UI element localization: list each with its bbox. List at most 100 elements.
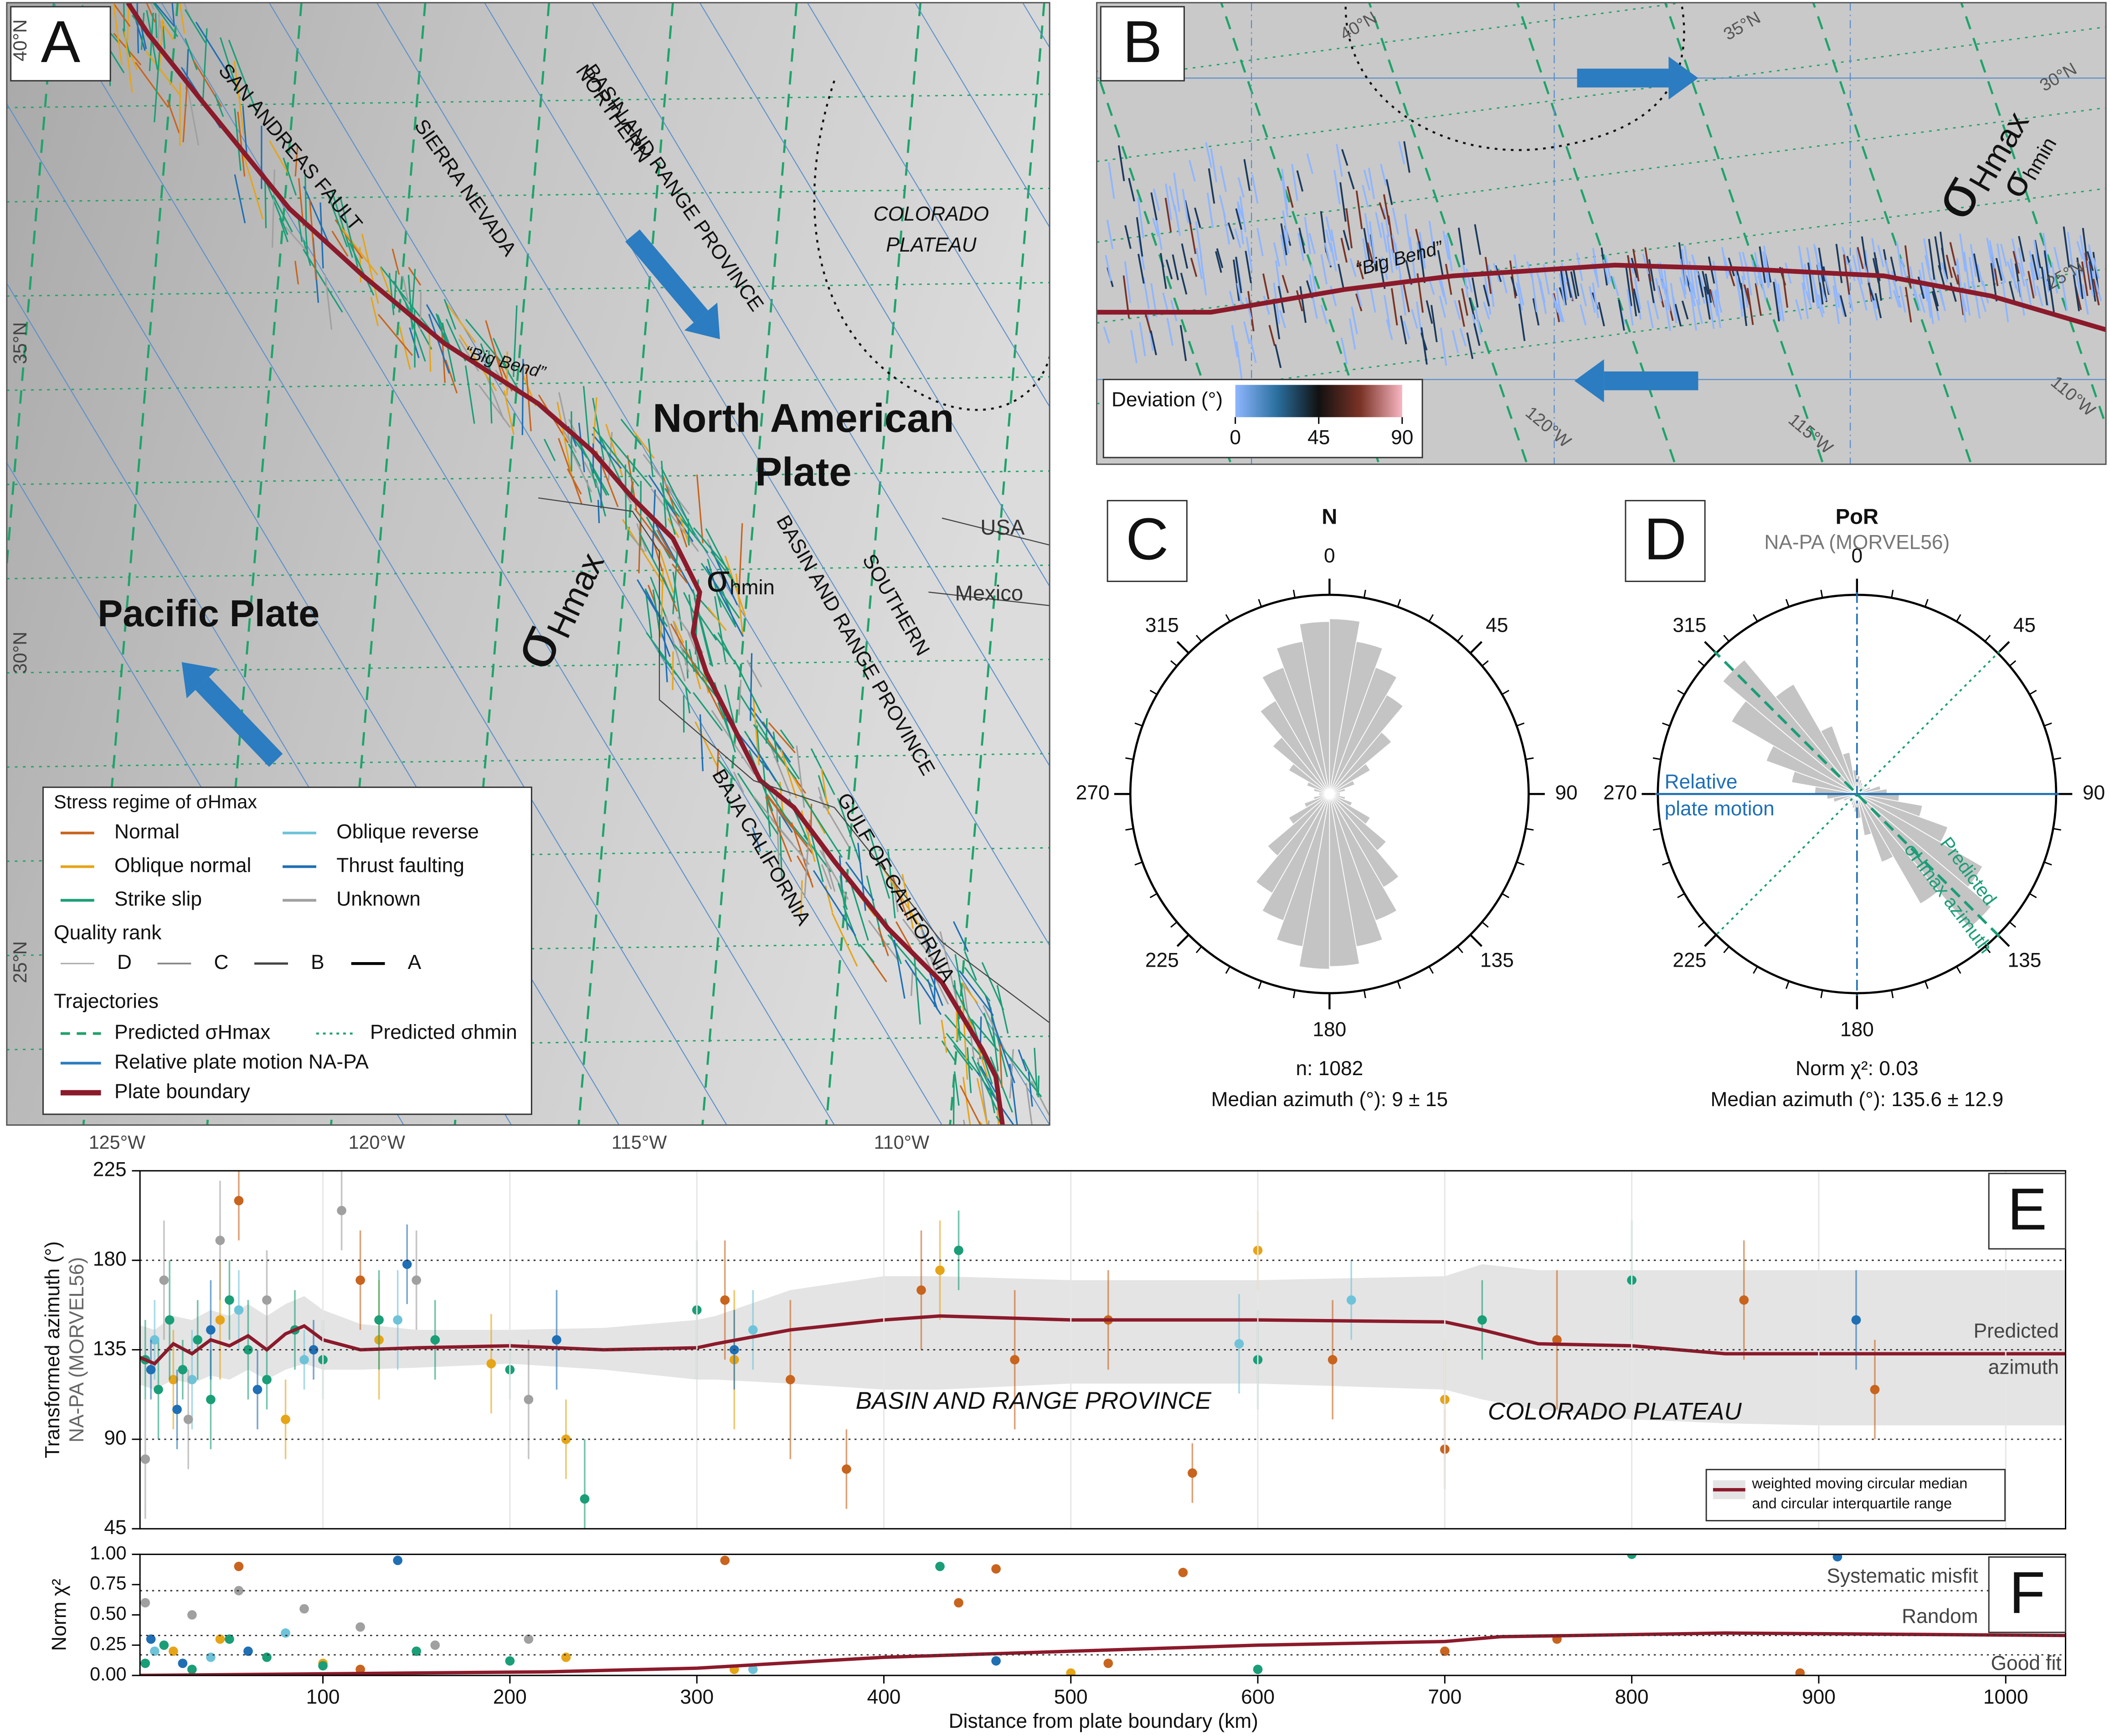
stress-stick bbox=[939, 931, 959, 1006]
stress-stick bbox=[733, 659, 762, 714]
data-point bbox=[1010, 1355, 1019, 1365]
deviation-stick bbox=[2082, 284, 2089, 315]
deviation-stick bbox=[1781, 267, 1788, 308]
label: azimuth bbox=[1988, 1356, 2059, 1379]
minor-tick bbox=[1723, 946, 1730, 953]
stress-stick bbox=[705, 528, 737, 588]
stress-stick bbox=[998, 1038, 1003, 1088]
deviation-stick bbox=[2087, 260, 2094, 296]
deviation-stick bbox=[1137, 197, 1144, 238]
deviation-stick bbox=[1703, 286, 1711, 320]
label: Plate bbox=[755, 449, 852, 495]
stress-stick bbox=[435, 313, 446, 342]
stress-stick bbox=[695, 721, 719, 768]
y-tick-label: 135 bbox=[93, 1337, 127, 1360]
stress-stick bbox=[152, 2, 179, 37]
stress-stick bbox=[671, 563, 688, 584]
deviation-stick bbox=[1152, 217, 1159, 237]
stress-stick bbox=[566, 468, 582, 495]
deviation-stick bbox=[1483, 301, 1490, 320]
theta-tick-label: 45 bbox=[2013, 614, 2036, 636]
deviation-stick bbox=[1235, 257, 1242, 294]
deviation-stick bbox=[1165, 259, 1173, 280]
stress-stick bbox=[716, 593, 737, 628]
stress-stick bbox=[361, 233, 379, 304]
deviation-stick bbox=[1398, 141, 1405, 165]
deviation-stick bbox=[1339, 182, 1347, 222]
stress-stick bbox=[718, 759, 736, 781]
deviation-stick bbox=[1236, 283, 1244, 309]
stress-stick bbox=[234, 174, 246, 224]
panel-label-box bbox=[1988, 1556, 2066, 1633]
deviation-stick bbox=[1461, 288, 1468, 316]
deviation-stick bbox=[1559, 266, 1567, 305]
deviation-stick bbox=[1106, 220, 1114, 249]
deviation-stick bbox=[2018, 262, 2026, 287]
panel-label-box bbox=[1625, 500, 1706, 582]
deviation-stick bbox=[1206, 192, 1214, 228]
stress-stick bbox=[748, 738, 777, 782]
deviation-stick bbox=[1379, 202, 1386, 220]
deviation-stick bbox=[1812, 278, 1819, 301]
deviation-stick bbox=[1403, 141, 1410, 173]
stress-stick bbox=[272, 195, 293, 232]
deviation-stick bbox=[1570, 271, 1578, 299]
minor-tick bbox=[1984, 634, 1991, 642]
data-point bbox=[183, 1414, 193, 1424]
stress-stick bbox=[738, 680, 742, 716]
deviation-stick bbox=[1837, 293, 1845, 317]
data-point bbox=[206, 1395, 216, 1404]
deviation-stick bbox=[1872, 258, 1880, 283]
stress-stick bbox=[659, 549, 674, 593]
data-point bbox=[262, 1375, 272, 1385]
stress-stick bbox=[571, 453, 592, 493]
trajectory-shmax bbox=[577, 2, 674, 1125]
deviation-stick bbox=[1538, 280, 1546, 306]
stress-stick bbox=[195, 21, 233, 81]
data-point bbox=[1440, 1646, 1450, 1656]
deviation-stick bbox=[1663, 269, 1671, 311]
stress-stick bbox=[808, 826, 824, 882]
legend-entry: Unknown bbox=[336, 888, 421, 910]
stress-stick bbox=[269, 140, 291, 178]
data-point bbox=[524, 1395, 534, 1404]
stress-stick bbox=[679, 646, 711, 685]
stress-stick bbox=[506, 351, 508, 396]
minor-tick bbox=[2053, 828, 2061, 831]
minor-tick bbox=[1785, 981, 1790, 989]
data-point bbox=[234, 1195, 244, 1205]
data-point bbox=[355, 1275, 365, 1285]
deviation-stick bbox=[1795, 299, 1802, 320]
y-tick-label: 0.50 bbox=[90, 1603, 126, 1624]
stress-stick bbox=[687, 519, 690, 546]
stress-stick bbox=[818, 796, 849, 847]
deviation-stick bbox=[1580, 283, 1587, 307]
deviation-stick bbox=[1868, 283, 1875, 301]
deviation-stick bbox=[1428, 221, 1436, 258]
stress-stick bbox=[893, 939, 906, 999]
stress-stick bbox=[285, 227, 309, 254]
deviation-stick bbox=[1130, 330, 1137, 364]
deviation-stick bbox=[1839, 295, 1847, 317]
deviation-stick bbox=[1194, 207, 1201, 228]
stress-stick bbox=[766, 793, 813, 854]
x-tick-label: 1000 bbox=[1983, 1686, 2028, 1708]
minor-tick bbox=[1516, 861, 1525, 866]
legend-entry: Strike slip bbox=[114, 888, 202, 910]
deviation-stick bbox=[1688, 284, 1696, 307]
plate-motion-line bbox=[699, 2, 1050, 587]
minor-tick bbox=[1428, 614, 1434, 622]
trajectory-shmax bbox=[6, 2, 55, 577]
data-point bbox=[1066, 1668, 1076, 1676]
data-point bbox=[552, 1335, 561, 1345]
data-point bbox=[412, 1275, 422, 1285]
y-tick-label: 0.75 bbox=[90, 1573, 126, 1594]
data-point bbox=[1328, 1355, 1338, 1365]
deviation-stick bbox=[2051, 262, 2058, 294]
label: Predicted bbox=[1974, 1320, 2059, 1342]
deviation-stick bbox=[1856, 248, 1863, 284]
deviation-stick bbox=[1807, 262, 1815, 303]
stress-stick bbox=[751, 827, 761, 851]
data-point bbox=[748, 1664, 758, 1674]
deviation-stick bbox=[1474, 224, 1482, 255]
